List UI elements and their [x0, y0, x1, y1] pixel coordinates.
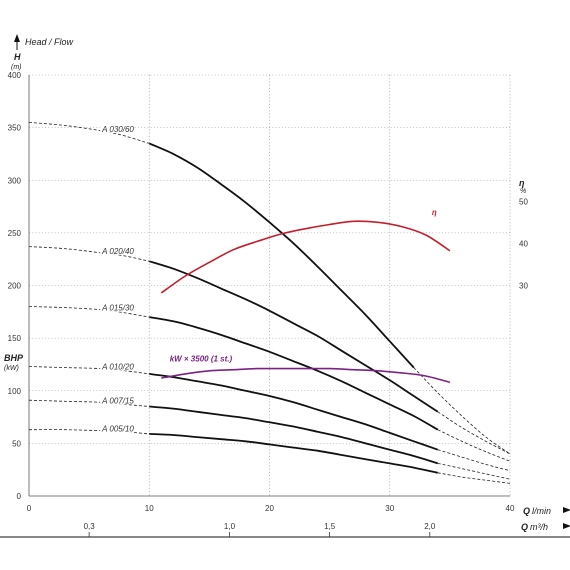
head-curve-tail: [437, 411, 511, 455]
head-curves: A 030/60 A 020/40 A 015/30 A 010/20 A 007/15…: [28, 122, 511, 484]
power-curve: [161, 367, 451, 384]
head-curve-label-bg: [100, 424, 135, 433]
eta-tick-label: 50: [519, 197, 528, 206]
head-curve: [149, 373, 439, 451]
y-axis-symbol: H: [14, 52, 21, 62]
y-tick-label: 50: [12, 439, 21, 448]
head-curve: [149, 405, 439, 465]
head-curve: [149, 433, 438, 474]
chart-title: Head / Flow: [25, 37, 74, 47]
efficiency-label: η: [432, 208, 437, 217]
x-axis-unit: l/min: [532, 506, 551, 516]
y-axis-arrow-icon: [14, 34, 20, 42]
head-curve-tail: [437, 449, 511, 472]
y-tick-label: 0: [17, 492, 22, 501]
head-curve-label-bg: [100, 246, 135, 255]
head-curve-label: A 015/30: [101, 304, 134, 313]
x-tick-label: 10: [145, 504, 154, 513]
head-curve-tail: [437, 429, 511, 462]
head-curve-label: A 005/10: [101, 425, 134, 434]
x2-tick-label: 1,0: [224, 522, 236, 531]
eta-axis-unit: %: [520, 188, 526, 195]
bhp-axis-unit: (kW): [4, 365, 19, 372]
head-curve-label-bg: [100, 362, 135, 371]
head-curve-label: A 030/60: [101, 125, 134, 134]
head-curve: [149, 316, 439, 431]
head-curve-tail: [437, 463, 511, 480]
y-tick-label: 200: [8, 282, 22, 291]
x2-axis-arrow-icon: [563, 523, 570, 529]
bhp-axis-symbol: BHP: [4, 353, 24, 363]
head-curve-label-bg: [100, 124, 135, 133]
head-curve-group: A 020/40: [28, 246, 511, 455]
head-curve-label-bg: [100, 303, 135, 312]
head-curve-label: A 010/20: [101, 363, 134, 372]
eta-tick-label: 40: [519, 239, 528, 248]
head-curve-group: A 030/60: [28, 122, 511, 455]
y-tick-label: 300: [8, 176, 22, 185]
eta-axis-symbol: η: [519, 178, 525, 188]
x2-tick-label: 2,0: [424, 522, 436, 531]
x2-tick-label: 1,5: [324, 522, 336, 531]
head-curve: [149, 260, 439, 413]
x-axis-arrow-icon: [563, 507, 570, 513]
x2-axis-symbol: Q: [521, 522, 528, 532]
efficiency-curve-group: η: [160, 208, 451, 294]
y-ticks: 0 50 100 150 200 250 300 350 400: [8, 71, 22, 501]
eta-ticks: 50 40 30: [519, 197, 528, 290]
x2-axis-label: Q m³/h: [521, 522, 548, 532]
x2-axis-unit: m³/h: [530, 522, 548, 532]
y-tick-label: 250: [8, 229, 22, 238]
x-tick-label: 30: [385, 504, 394, 513]
x-ticks: 0 10 20 30 40: [27, 504, 515, 513]
head-curve-label: A 007/15: [101, 396, 134, 405]
x-tick-label: 0: [27, 504, 32, 513]
head-curve-group: A 007/15: [28, 396, 511, 480]
y-tick-label: 100: [8, 387, 22, 396]
head-curve-group: A 005/10: [28, 424, 511, 484]
head-curve-label-bg: [100, 396, 135, 405]
x-tick-label: 40: [506, 504, 515, 513]
power-curve-group: kW × 3500 (1 st.): [161, 354, 451, 384]
x-tick-label: 20: [265, 504, 274, 513]
y-tick-label: 350: [8, 124, 22, 133]
efficiency-curve: [160, 220, 451, 294]
y-tick-label: 150: [8, 334, 22, 343]
power-label: kW × 3500 (1 st.): [170, 354, 233, 363]
y-tick-label: 400: [8, 71, 22, 80]
eta-tick-label: 30: [519, 282, 528, 291]
head-curve-group: A 010/20: [28, 362, 511, 472]
plot-frame: [0, 74, 570, 538]
x2-tick-label: 0,3: [84, 522, 96, 531]
head-curve: [148, 142, 415, 369]
head-curve-tail: [437, 472, 511, 484]
x-axis-symbol: Q: [523, 506, 530, 516]
grid: [29, 75, 510, 496]
y-axis-unit: (m): [11, 64, 22, 71]
x-axis-label: Q l/min: [523, 506, 551, 516]
head-curve-label: A 020/40: [101, 247, 134, 256]
x2-axis: 0,3 1,0 1,5 2,0: [84, 522, 436, 537]
head-curve-group: A 015/30: [28, 303, 511, 462]
